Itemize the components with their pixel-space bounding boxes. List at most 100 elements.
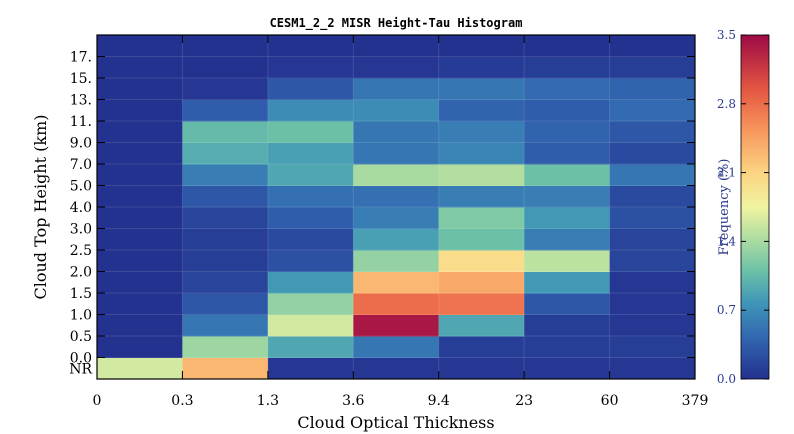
y-tick-label: 7.0 bbox=[70, 157, 92, 173]
heatmap-cell bbox=[353, 207, 440, 229]
heatmap-cell bbox=[267, 164, 354, 186]
heatmap-cell bbox=[438, 314, 525, 337]
heatmap-cell bbox=[438, 357, 525, 380]
heatmap-cell bbox=[353, 314, 440, 337]
x-tick-label: 0.3 bbox=[171, 393, 193, 409]
heatmap-cell bbox=[524, 271, 611, 294]
heatmap-cell bbox=[524, 336, 611, 358]
chart-title: CESM1_2_2 MISR Height-Tau Histogram bbox=[270, 16, 523, 31]
y-axis-label: Cloud Top Height (km) bbox=[31, 115, 50, 300]
heatmap-cell bbox=[97, 314, 183, 337]
colorbar-tick-label: 2.1 bbox=[717, 166, 736, 180]
x-tick-label: 0 bbox=[93, 393, 102, 409]
y-tick-label: 4.0 bbox=[70, 200, 92, 216]
colorbar bbox=[740, 34, 770, 380]
heatmap-cell bbox=[609, 56, 696, 79]
heatmap-cell bbox=[524, 250, 611, 272]
heatmap-cell bbox=[97, 336, 183, 358]
x-tick-label: 23 bbox=[515, 393, 533, 409]
x-tick-label: 1.3 bbox=[257, 393, 279, 409]
heatmap-cell bbox=[353, 78, 440, 100]
heatmap-cell bbox=[438, 99, 525, 122]
heatmap-cell bbox=[609, 271, 696, 294]
y-tick-label: 15. bbox=[70, 71, 92, 87]
heatmap-cell bbox=[182, 164, 269, 186]
y-tick-label: 2.0 bbox=[70, 265, 92, 281]
heatmap-cell bbox=[609, 314, 696, 337]
heatmap-cell bbox=[609, 99, 696, 122]
heatmap-cell bbox=[524, 56, 611, 79]
y-tick-label: 1.0 bbox=[70, 308, 92, 324]
heatmap-cell bbox=[97, 271, 183, 294]
heatmap-cell bbox=[97, 250, 183, 272]
y-tick-label: 9.0 bbox=[70, 136, 92, 152]
heatmap-cell bbox=[353, 121, 440, 143]
heatmap-cell bbox=[438, 250, 525, 272]
colorbar-label: Frequency (%) bbox=[717, 159, 732, 256]
heatmap-cell bbox=[438, 164, 525, 186]
heatmap-cell bbox=[609, 78, 696, 100]
heatmap-cell bbox=[438, 185, 525, 208]
heatmap-cell bbox=[97, 207, 183, 229]
heatmap-cell bbox=[182, 185, 269, 208]
heatmap-cell bbox=[97, 293, 183, 315]
heatmap-cell bbox=[182, 314, 269, 337]
heatmap-cell bbox=[97, 78, 183, 100]
heatmap-cell bbox=[182, 99, 269, 122]
heatmap-cell bbox=[353, 99, 440, 122]
colorbar-ticks: 0.0 0.7 1.4 2.1 2.8 3.5 bbox=[717, 28, 769, 386]
heatmap-cell bbox=[353, 336, 440, 358]
heatmap-cell bbox=[353, 56, 440, 79]
heatmap-cell bbox=[182, 35, 269, 57]
heatmap-cell bbox=[438, 293, 525, 315]
heatmap-cell bbox=[182, 56, 269, 79]
heatmap-cell bbox=[353, 228, 440, 251]
x-axis-label: Cloud Optical Thickness bbox=[297, 413, 494, 432]
heatmap-cell bbox=[353, 293, 440, 315]
heatmap-cell bbox=[267, 314, 354, 337]
heatmap-cell bbox=[267, 121, 354, 143]
heatmap-cell bbox=[97, 56, 183, 79]
heatmap-cell bbox=[182, 250, 269, 272]
heatmap-cell bbox=[524, 35, 611, 57]
heatmap-cell bbox=[609, 228, 696, 251]
heatmap-cell bbox=[438, 35, 525, 57]
heatmap-cell bbox=[97, 357, 183, 380]
heatmap-cell bbox=[182, 121, 269, 143]
colorbar-tick-label: 1.4 bbox=[717, 234, 736, 248]
heatmap-cell bbox=[609, 35, 696, 57]
x-tick-label: 3.6 bbox=[342, 393, 364, 409]
heatmap-cell bbox=[524, 314, 611, 337]
heatmap-cell bbox=[438, 207, 525, 229]
y-tick-label: 2.5 bbox=[70, 243, 92, 259]
heatmap-cell bbox=[524, 121, 611, 143]
heatmap-cell bbox=[438, 56, 525, 79]
heatmap-cell bbox=[267, 357, 354, 380]
y-tick-label: 3.0 bbox=[70, 222, 92, 238]
y-tick-label: 0.0 bbox=[70, 351, 92, 367]
heatmap-cell bbox=[524, 357, 611, 380]
heatmap-cell bbox=[353, 164, 440, 186]
y-tick-label: 5.0 bbox=[70, 179, 92, 195]
colorbar-tick-label: 3.5 bbox=[717, 28, 736, 42]
heatmap-cell bbox=[267, 78, 354, 100]
heatmap-cell bbox=[524, 228, 611, 251]
y-tick-label: 1.5 bbox=[70, 286, 92, 302]
heatmap-cell bbox=[438, 142, 525, 165]
heatmap-cell bbox=[524, 185, 611, 208]
colorbar-tick-label: 0.7 bbox=[717, 303, 736, 317]
heatmap-cell bbox=[524, 78, 611, 100]
heatmap-cell bbox=[267, 142, 354, 165]
heatmap-cell bbox=[609, 293, 696, 315]
heatmap-cell bbox=[267, 271, 354, 294]
heatmap-cell bbox=[97, 35, 183, 57]
heatmap-cell bbox=[438, 271, 525, 294]
heatmap-cell bbox=[267, 293, 354, 315]
heatmap-cell bbox=[609, 142, 696, 165]
heatmap-cell bbox=[267, 99, 354, 122]
y-axis-ticks: NR0.0 0.5 1.0 1.5 2.0 2.5 3.0 4.0 5.0 7.0 9.0 11. 13… bbox=[69, 50, 695, 377]
heatmap-cell bbox=[609, 121, 696, 143]
heatmap-cell bbox=[97, 164, 183, 186]
heatmap-cell bbox=[524, 99, 611, 122]
